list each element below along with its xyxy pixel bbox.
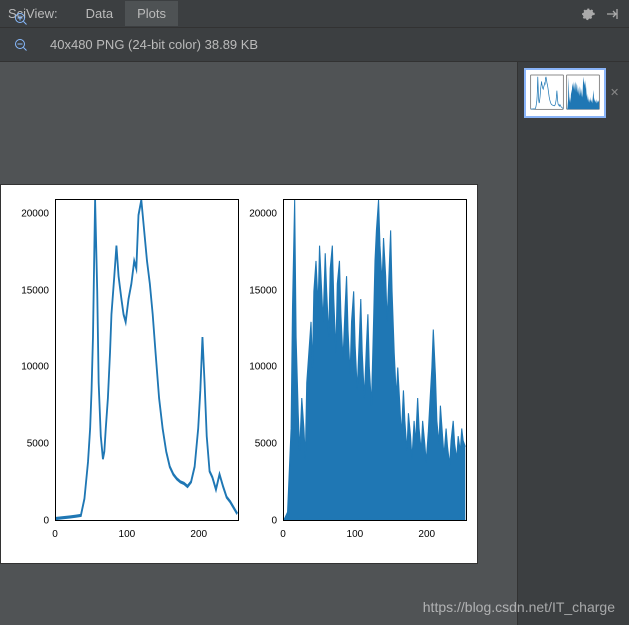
- watermark: https://blog.csdn.net/IT_charge: [423, 599, 615, 615]
- zoom-in-icon[interactable]: [8, 6, 34, 32]
- image-info: 40x480 PNG (24-bit color) 38.89 KB: [50, 37, 258, 52]
- ytick: 0: [271, 515, 277, 526]
- ytick: 15000: [249, 285, 277, 296]
- header: SciView: DataPlots: [0, 0, 629, 28]
- tab-plots[interactable]: Plots: [125, 1, 178, 26]
- xtick: 100: [119, 529, 136, 540]
- ytick: 20000: [249, 208, 277, 219]
- figure: 0 5000 10000 15000 20000 0 100 200 0 5000 10000 1…: [0, 184, 478, 564]
- tab-data[interactable]: Data: [74, 1, 125, 26]
- ytick: 10000: [249, 362, 277, 373]
- ytick: 5000: [255, 438, 277, 449]
- xtick: 200: [190, 529, 207, 540]
- plot-thumbnail[interactable]: [524, 68, 606, 118]
- toolbar: 1 40x480 PNG (24-bit color) 38.89 KB: [0, 28, 629, 62]
- hide-icon[interactable]: [603, 5, 621, 23]
- ytick: 10000: [21, 362, 49, 373]
- gear-icon[interactable]: [579, 5, 597, 23]
- xtick: 0: [280, 529, 286, 540]
- ytick: 20000: [21, 208, 49, 219]
- xtick: 0: [52, 529, 58, 540]
- ytick: 15000: [21, 285, 49, 296]
- image-viewer[interactable]: 0 5000 10000 15000 20000 0 100 200 0 5000 10000 1…: [0, 62, 517, 625]
- ytick: 5000: [27, 438, 49, 449]
- subplot-left: 0 5000 10000 15000 20000 0 100 200: [11, 199, 239, 543]
- subplot-right: 0 5000 10000 15000 20000 0 100 200: [239, 199, 467, 543]
- xtick: 100: [347, 529, 364, 540]
- close-icon[interactable]: ✕: [610, 86, 619, 99]
- thumbnails-panel: ✕: [517, 62, 629, 625]
- zoom-out-icon[interactable]: [8, 32, 34, 58]
- ytick: 0: [43, 515, 49, 526]
- xtick: 200: [418, 529, 435, 540]
